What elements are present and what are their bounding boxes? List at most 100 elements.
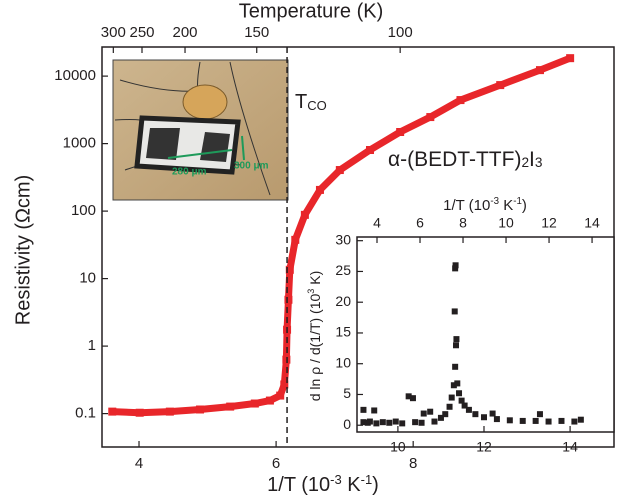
y-tick-label: 10	[335, 354, 351, 370]
data-point	[366, 418, 373, 425]
data-point	[315, 185, 324, 194]
data-point	[571, 418, 578, 425]
data-point	[451, 308, 458, 315]
inset-top-axis-title: 1/T (10-3 K-1)	[443, 196, 527, 214]
data-point	[431, 418, 438, 425]
data-point	[453, 342, 460, 349]
data-point	[396, 128, 405, 137]
data-point	[519, 417, 526, 424]
inset-top-axis-title-part: )	[522, 197, 527, 214]
y-tick-label: 20	[335, 293, 351, 309]
data-point	[453, 336, 460, 343]
data-point	[360, 406, 367, 413]
data-point	[108, 407, 117, 416]
data-point	[412, 419, 419, 426]
data-point	[426, 113, 435, 122]
x2-tick-label: 10	[498, 215, 514, 231]
inset-y-axis-title-part: K)	[307, 271, 323, 289]
inset-top-axis-title-part: 1/T (10	[443, 197, 490, 214]
x-axis-title-part: 1/T (10	[267, 474, 330, 496]
x2-tick-label: 250	[129, 24, 154, 41]
y-tick-label: 5	[343, 385, 351, 401]
tco-label-part: CO	[307, 98, 327, 113]
data-point	[458, 397, 465, 404]
data-point	[506, 417, 513, 424]
data-point	[532, 417, 539, 424]
x2-tick-label: 14	[584, 215, 600, 231]
x2-tick-label: 200	[173, 24, 198, 41]
data-point	[280, 380, 289, 389]
compound-label: α-(BEDT-TTF)2I3	[388, 148, 542, 171]
data-point	[285, 265, 294, 274]
data-point	[456, 96, 465, 105]
y-axis-title: Resistivity (Ωcm)	[12, 175, 34, 326]
data-point	[450, 382, 457, 389]
inset-top-axis-title-part: K	[499, 197, 513, 214]
y-tick-label: 1	[88, 337, 96, 354]
data-point	[461, 402, 468, 409]
x-tick-label: 10	[390, 439, 406, 455]
compound-label-part: α-(BEDT-TTF)	[388, 148, 521, 171]
x2-tick-label: 100	[388, 24, 413, 41]
data-point	[545, 418, 552, 425]
data-point	[409, 395, 416, 402]
data-point	[454, 380, 461, 387]
data-point	[284, 295, 293, 304]
x-axis-title-part: -3	[330, 472, 342, 487]
data-point	[427, 408, 434, 415]
compound-label-part: 3	[535, 155, 543, 170]
y-tick-label: 0	[343, 416, 351, 432]
x2-tick-label: 4	[373, 215, 381, 231]
data-point	[335, 166, 344, 175]
x-tick-label: 6	[272, 455, 280, 472]
data-point	[276, 391, 285, 400]
data-point	[465, 406, 472, 413]
y-tick-label: 0.1	[75, 405, 96, 422]
x-axis-title: 1/T (10-3 K-1)	[267, 472, 379, 497]
inset-y-axis-title-part: 3	[306, 289, 316, 294]
data-line	[112, 54, 572, 417]
photo-inset	[112, 59, 289, 201]
data-point	[442, 411, 449, 418]
y-tick-label: 10000	[54, 67, 96, 84]
data-point	[566, 54, 575, 63]
x2-tick-label: 8	[459, 215, 467, 231]
x-tick-label: 12	[476, 439, 492, 455]
x2-tick-label: 6	[416, 215, 424, 231]
data-point	[472, 411, 479, 418]
data-point	[365, 146, 374, 155]
data-point	[437, 414, 444, 421]
x2-tick-label: 12	[541, 215, 557, 231]
data-point	[399, 420, 406, 427]
data-point	[386, 419, 393, 426]
data-point	[392, 418, 399, 425]
data-point	[418, 419, 425, 426]
x-axis-title-part: )	[372, 474, 379, 496]
data-point	[446, 403, 453, 410]
tco-label: TCO	[295, 91, 327, 113]
data-point	[558, 417, 565, 424]
data-point	[371, 407, 378, 414]
data-point	[420, 410, 427, 417]
data-point	[196, 405, 205, 414]
top-axis-title: Temperature (K)	[239, 0, 384, 22]
x-axis-title-part: -1	[361, 472, 373, 487]
data-point	[135, 408, 144, 417]
data-point	[265, 396, 274, 405]
data-point	[360, 419, 367, 426]
x2-tick-label: 150	[244, 24, 269, 41]
inset-top-axis-title-part: -3	[490, 196, 499, 207]
photo-scale-label: 280 μm	[172, 167, 207, 178]
data-point	[452, 265, 459, 272]
x-tick-label: 14	[562, 439, 578, 455]
data-point	[480, 414, 487, 421]
data-point	[452, 262, 459, 269]
data-point	[489, 410, 496, 417]
data-point	[535, 66, 544, 75]
data-point	[250, 399, 259, 408]
x-axis-title-part: K	[342, 474, 362, 496]
data-point	[300, 210, 309, 219]
compound-label-part: I	[529, 148, 535, 171]
y-tick-label: 100	[71, 202, 96, 219]
